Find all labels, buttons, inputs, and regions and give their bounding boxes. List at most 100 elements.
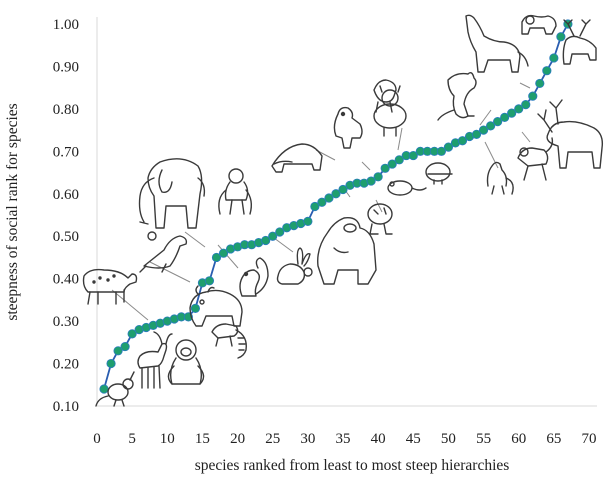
macaque-icon xyxy=(333,106,363,149)
mountain-goat-icon xyxy=(137,331,173,389)
leader-line xyxy=(519,82,531,89)
data-point xyxy=(204,276,215,286)
data-point xyxy=(211,252,222,263)
data-point xyxy=(190,303,200,313)
leader-line xyxy=(397,127,403,151)
kangaroo-icon xyxy=(437,71,477,121)
leader-line xyxy=(111,289,149,321)
x-tick-label: 15 xyxy=(195,431,210,447)
y-tick-label: 0.20 xyxy=(53,357,79,373)
y-tick-label: 0.70 xyxy=(53,144,79,160)
y-tick-label: 0.10 xyxy=(53,399,79,415)
x-tick-label: 20 xyxy=(230,431,245,447)
leader-lines xyxy=(111,82,531,321)
gorilla-sitting-icon xyxy=(167,339,205,385)
sea-lion-icon xyxy=(139,231,188,273)
data-point xyxy=(373,172,383,182)
data-point xyxy=(310,201,320,212)
data-point xyxy=(521,100,531,110)
chimpanzee-icon xyxy=(218,168,253,215)
x-tick-label: 65 xyxy=(546,431,561,447)
y-tick-labels: 0.10 0.20 0.30 0.40 0.50 0.60 0.70 0.80 0.90 1.00 xyxy=(53,17,79,415)
x-tick-label: 10 xyxy=(160,431,175,447)
bison-icon xyxy=(189,285,243,327)
rabbit-icon xyxy=(276,247,313,285)
y-tick-label: 0.90 xyxy=(53,59,79,75)
leader-line xyxy=(375,199,383,213)
dog-icon xyxy=(373,85,407,137)
data-point xyxy=(317,197,327,207)
reindeer-icon xyxy=(537,99,604,169)
tiger-cub-icon xyxy=(367,203,393,235)
data-point xyxy=(457,136,468,146)
data-point xyxy=(120,341,130,352)
elephant-icon xyxy=(138,158,206,229)
data-point xyxy=(366,176,376,186)
data-point xyxy=(380,163,390,173)
data-point xyxy=(507,108,517,118)
data-point xyxy=(338,184,348,195)
wolf-icon xyxy=(465,14,529,73)
mouse-icon xyxy=(387,180,427,196)
data-point xyxy=(549,53,559,63)
data-point xyxy=(535,78,545,89)
data-point xyxy=(514,104,524,114)
lemur-icon xyxy=(211,323,247,359)
data-point xyxy=(324,193,334,203)
data-point xyxy=(394,155,404,165)
x-tick-label: 0 xyxy=(93,431,101,447)
leader-line xyxy=(484,141,499,169)
badger-icon xyxy=(271,143,323,173)
data-point xyxy=(218,248,229,258)
leader-line xyxy=(479,109,492,126)
x-tick-label: 25 xyxy=(265,431,280,447)
data-point xyxy=(127,329,137,339)
data-point xyxy=(478,125,489,135)
y-tick-label: 1.00 xyxy=(53,17,79,33)
spider-monkey-icon xyxy=(486,161,514,195)
deer-icon xyxy=(562,19,597,65)
data-point xyxy=(303,216,313,226)
data-markers xyxy=(99,19,573,394)
y-tick-label: 0.50 xyxy=(53,229,79,245)
x-tick-label: 5 xyxy=(128,431,136,447)
data-point xyxy=(331,189,341,199)
x-tick-label: 50 xyxy=(441,431,456,447)
data-point xyxy=(99,384,109,394)
data-point xyxy=(471,129,482,139)
hyena-icon xyxy=(82,268,138,305)
data-point xyxy=(106,358,116,369)
data-point xyxy=(443,142,454,152)
x-tick-label: 30 xyxy=(300,431,315,447)
monkey-walking-icon xyxy=(517,137,554,181)
x-tick-label: 35 xyxy=(336,431,351,447)
y-axis-title: steepness of social rank for species xyxy=(4,103,21,320)
y-tick-label: 0.60 xyxy=(53,187,79,203)
leader-line xyxy=(184,231,206,248)
data-point xyxy=(408,150,418,161)
kangaroo-rat-icon xyxy=(95,371,135,407)
hamster-icon xyxy=(425,162,453,185)
gorilla-icon xyxy=(317,217,377,285)
data-point xyxy=(268,231,278,241)
baboon-icon xyxy=(373,79,397,113)
y-tick-label: 0.40 xyxy=(53,272,79,288)
data-point xyxy=(113,346,123,356)
leader-line xyxy=(149,261,191,283)
data-point xyxy=(275,227,285,237)
data-point xyxy=(493,117,503,127)
data-point xyxy=(387,159,397,169)
data-point xyxy=(436,146,446,156)
x-tick-label: 55 xyxy=(476,431,491,447)
x-tick-label: 40 xyxy=(371,431,386,447)
data-point xyxy=(556,32,566,42)
data-point xyxy=(542,66,552,76)
leader-line xyxy=(521,131,531,143)
data-point xyxy=(485,121,496,131)
data-point xyxy=(528,91,538,101)
x-tick-label: 70 xyxy=(582,431,597,447)
monkey-icon xyxy=(521,14,557,35)
data-point xyxy=(261,235,271,246)
squirrel-icon xyxy=(239,257,269,297)
